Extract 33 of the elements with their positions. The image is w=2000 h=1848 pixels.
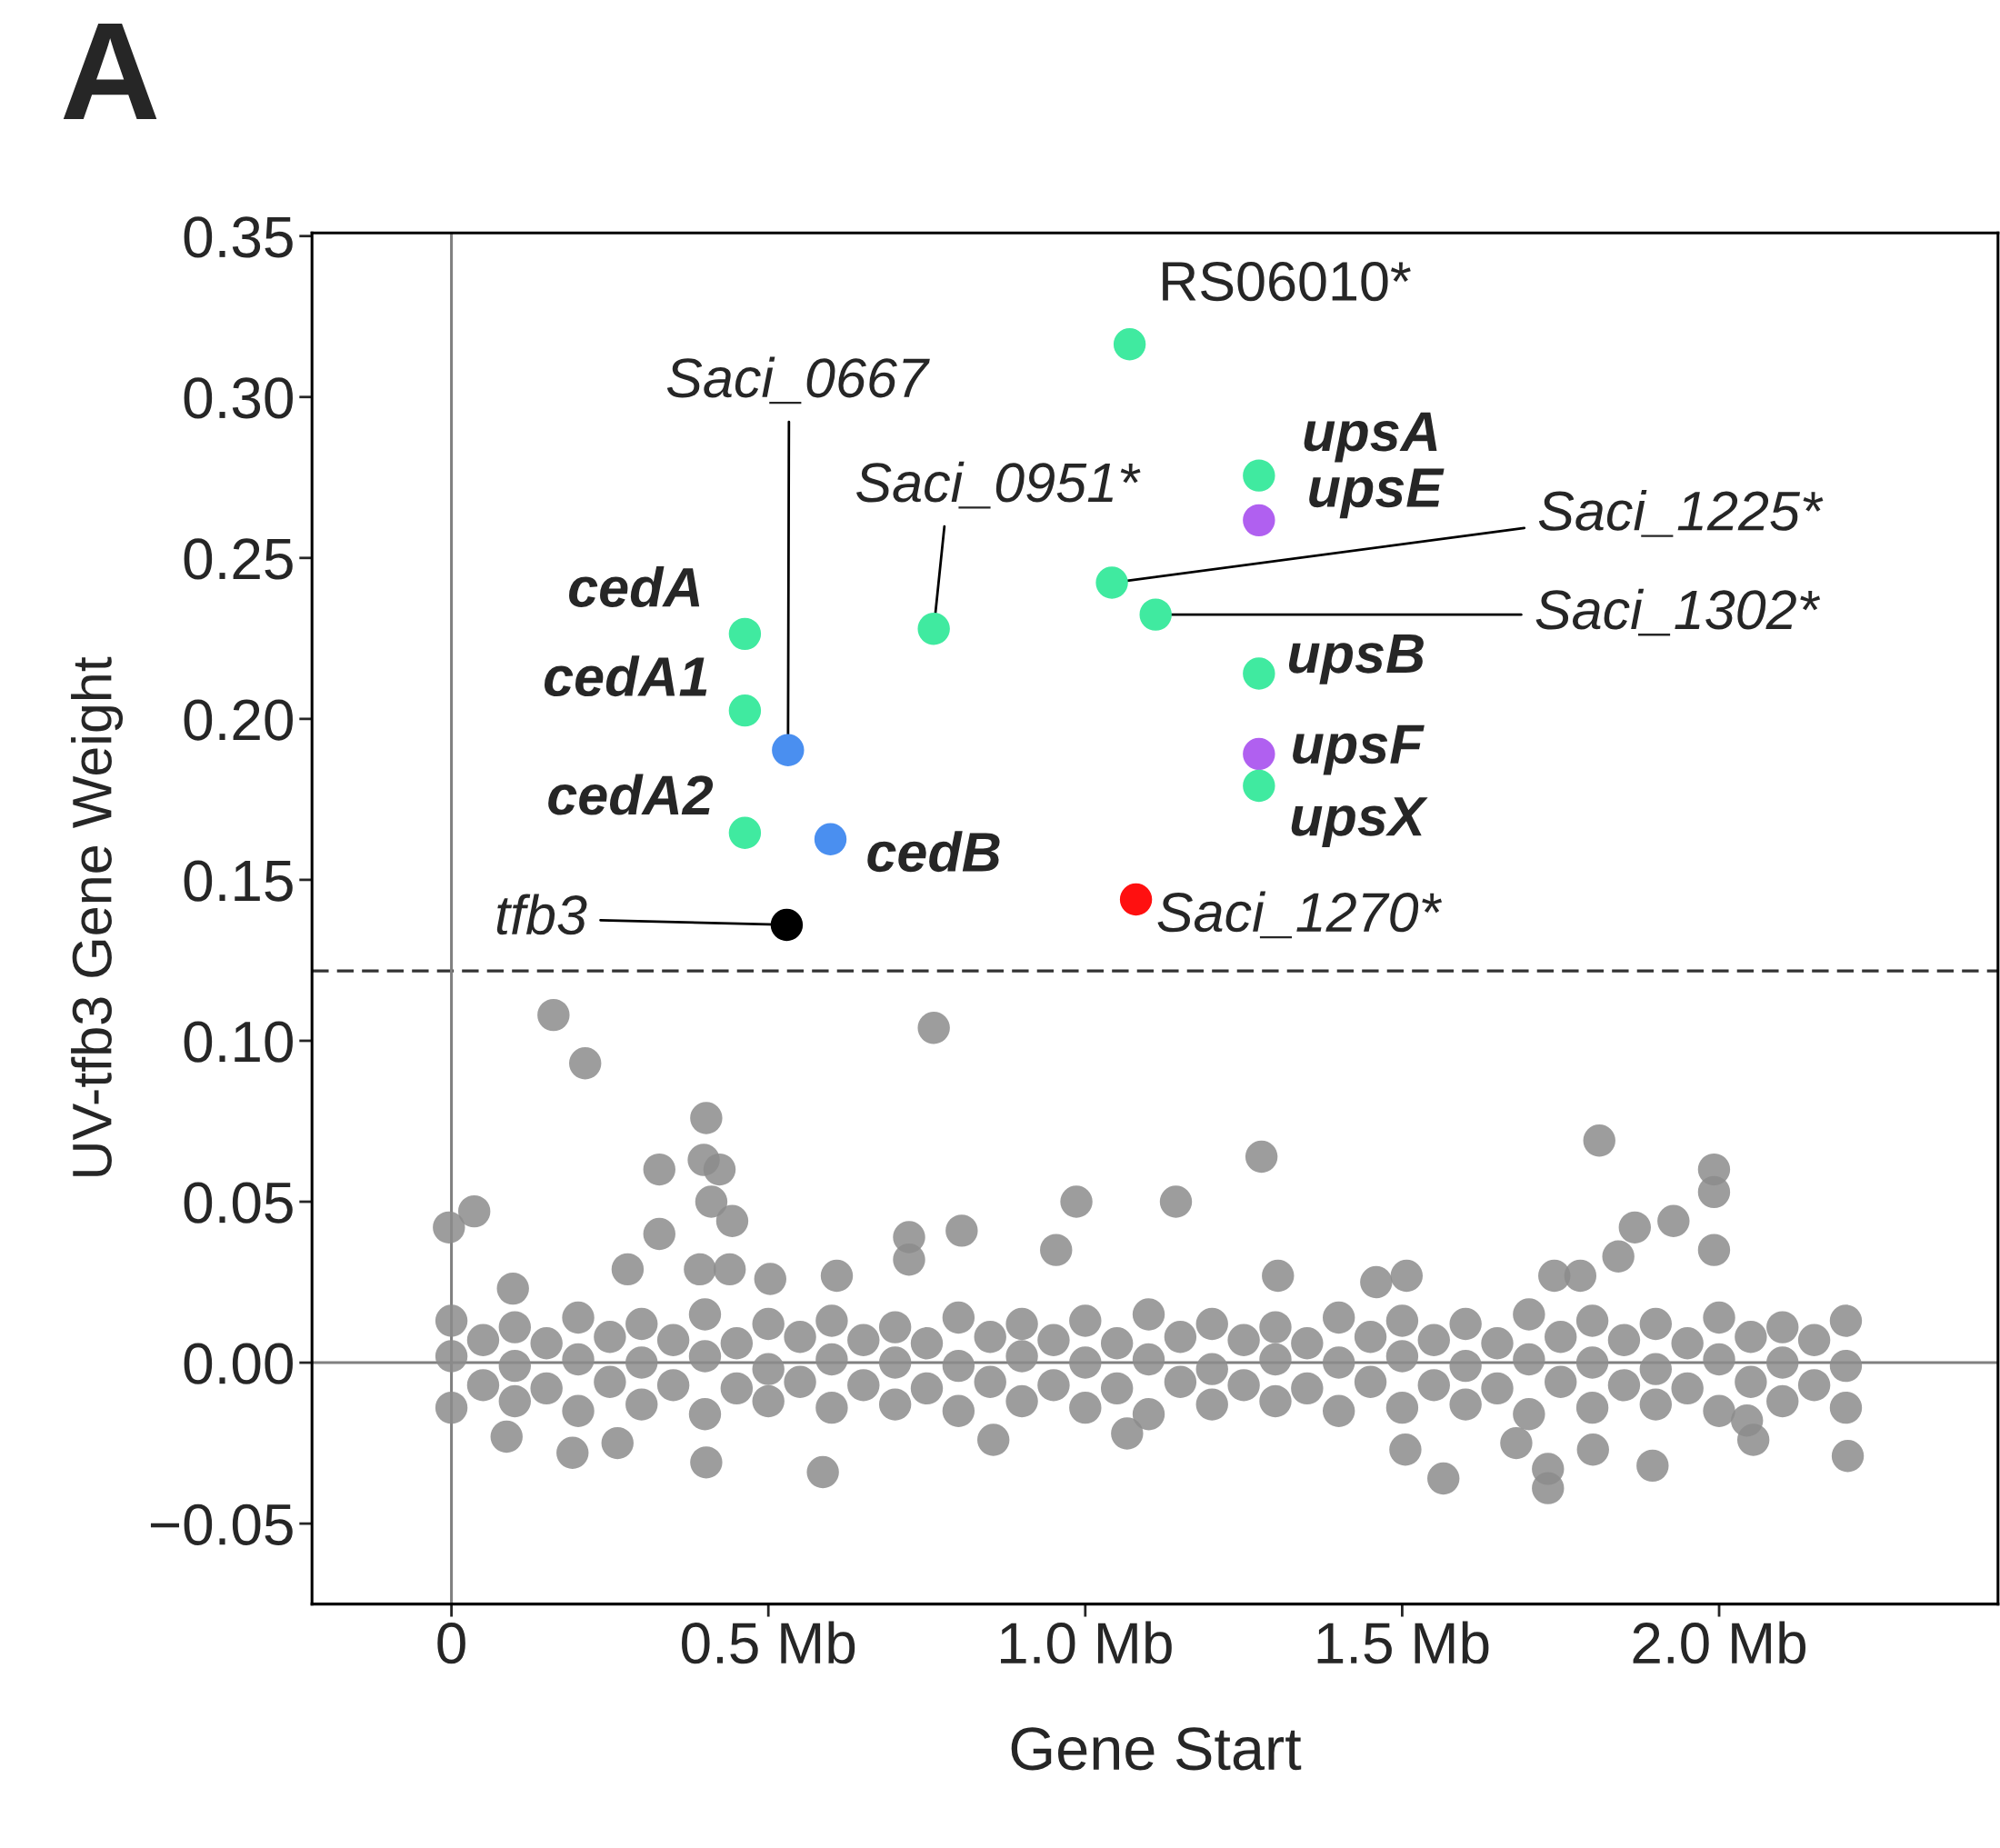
- y-tick-label: −0.05: [150, 1503, 293, 1545]
- annotation: upsF: [1293, 724, 1425, 775]
- y-tick-label: 0.05: [184, 1182, 293, 1224]
- annotation: cedA1: [544, 655, 707, 697]
- annotation: cedB: [867, 831, 1000, 873]
- x-tick-label: 0: [437, 1623, 465, 1664]
- annotation: Saci_1302*: [1535, 588, 1821, 636]
- annotation: Saci_0951*: [856, 461, 1141, 509]
- x-tick-label: 1.0 Mb: [1001, 1621, 1172, 1664]
- x-tick-label: 1.5 Mb: [1317, 1621, 1489, 1664]
- chart-title: A: [63, 23, 157, 120]
- y-tick-label: 0.35: [184, 216, 293, 258]
- annotation: cedA2: [548, 774, 714, 815]
- y-tick-label: 0.25: [184, 538, 293, 580]
- y-axis-title: UV-tfb3 Gene Weight: [71, 656, 124, 1176]
- annotation: upsA: [1304, 412, 1437, 463]
- annotation: Saci_1225*: [1538, 489, 1824, 537]
- annotation: upsX: [1291, 797, 1428, 847]
- y-tick-label: 0.30: [184, 377, 293, 419]
- y-tick-label: 0.15: [184, 860, 293, 902]
- annotation: cedA: [569, 566, 700, 607]
- annotation: upsB: [1288, 634, 1424, 684]
- x-axis-title: Gene Start: [1011, 1727, 1302, 1771]
- annotation: tfb3: [496, 894, 587, 935]
- annotation: Saci_0667: [666, 356, 930, 405]
- x-tick-label: 0.5 Mb: [682, 1621, 855, 1664]
- x-tick-label: 2.0 Mb: [1633, 1621, 1806, 1664]
- y-tick-label: 0.00: [184, 1343, 293, 1384]
- annotation: RS06010*: [1163, 261, 1411, 302]
- y-tick-label: 0.20: [184, 699, 293, 741]
- annotation: Saci_1270*: [1157, 891, 1443, 939]
- annotation: upsE: [1309, 468, 1445, 519]
- y-tick-label: 0.10: [184, 1021, 293, 1063]
